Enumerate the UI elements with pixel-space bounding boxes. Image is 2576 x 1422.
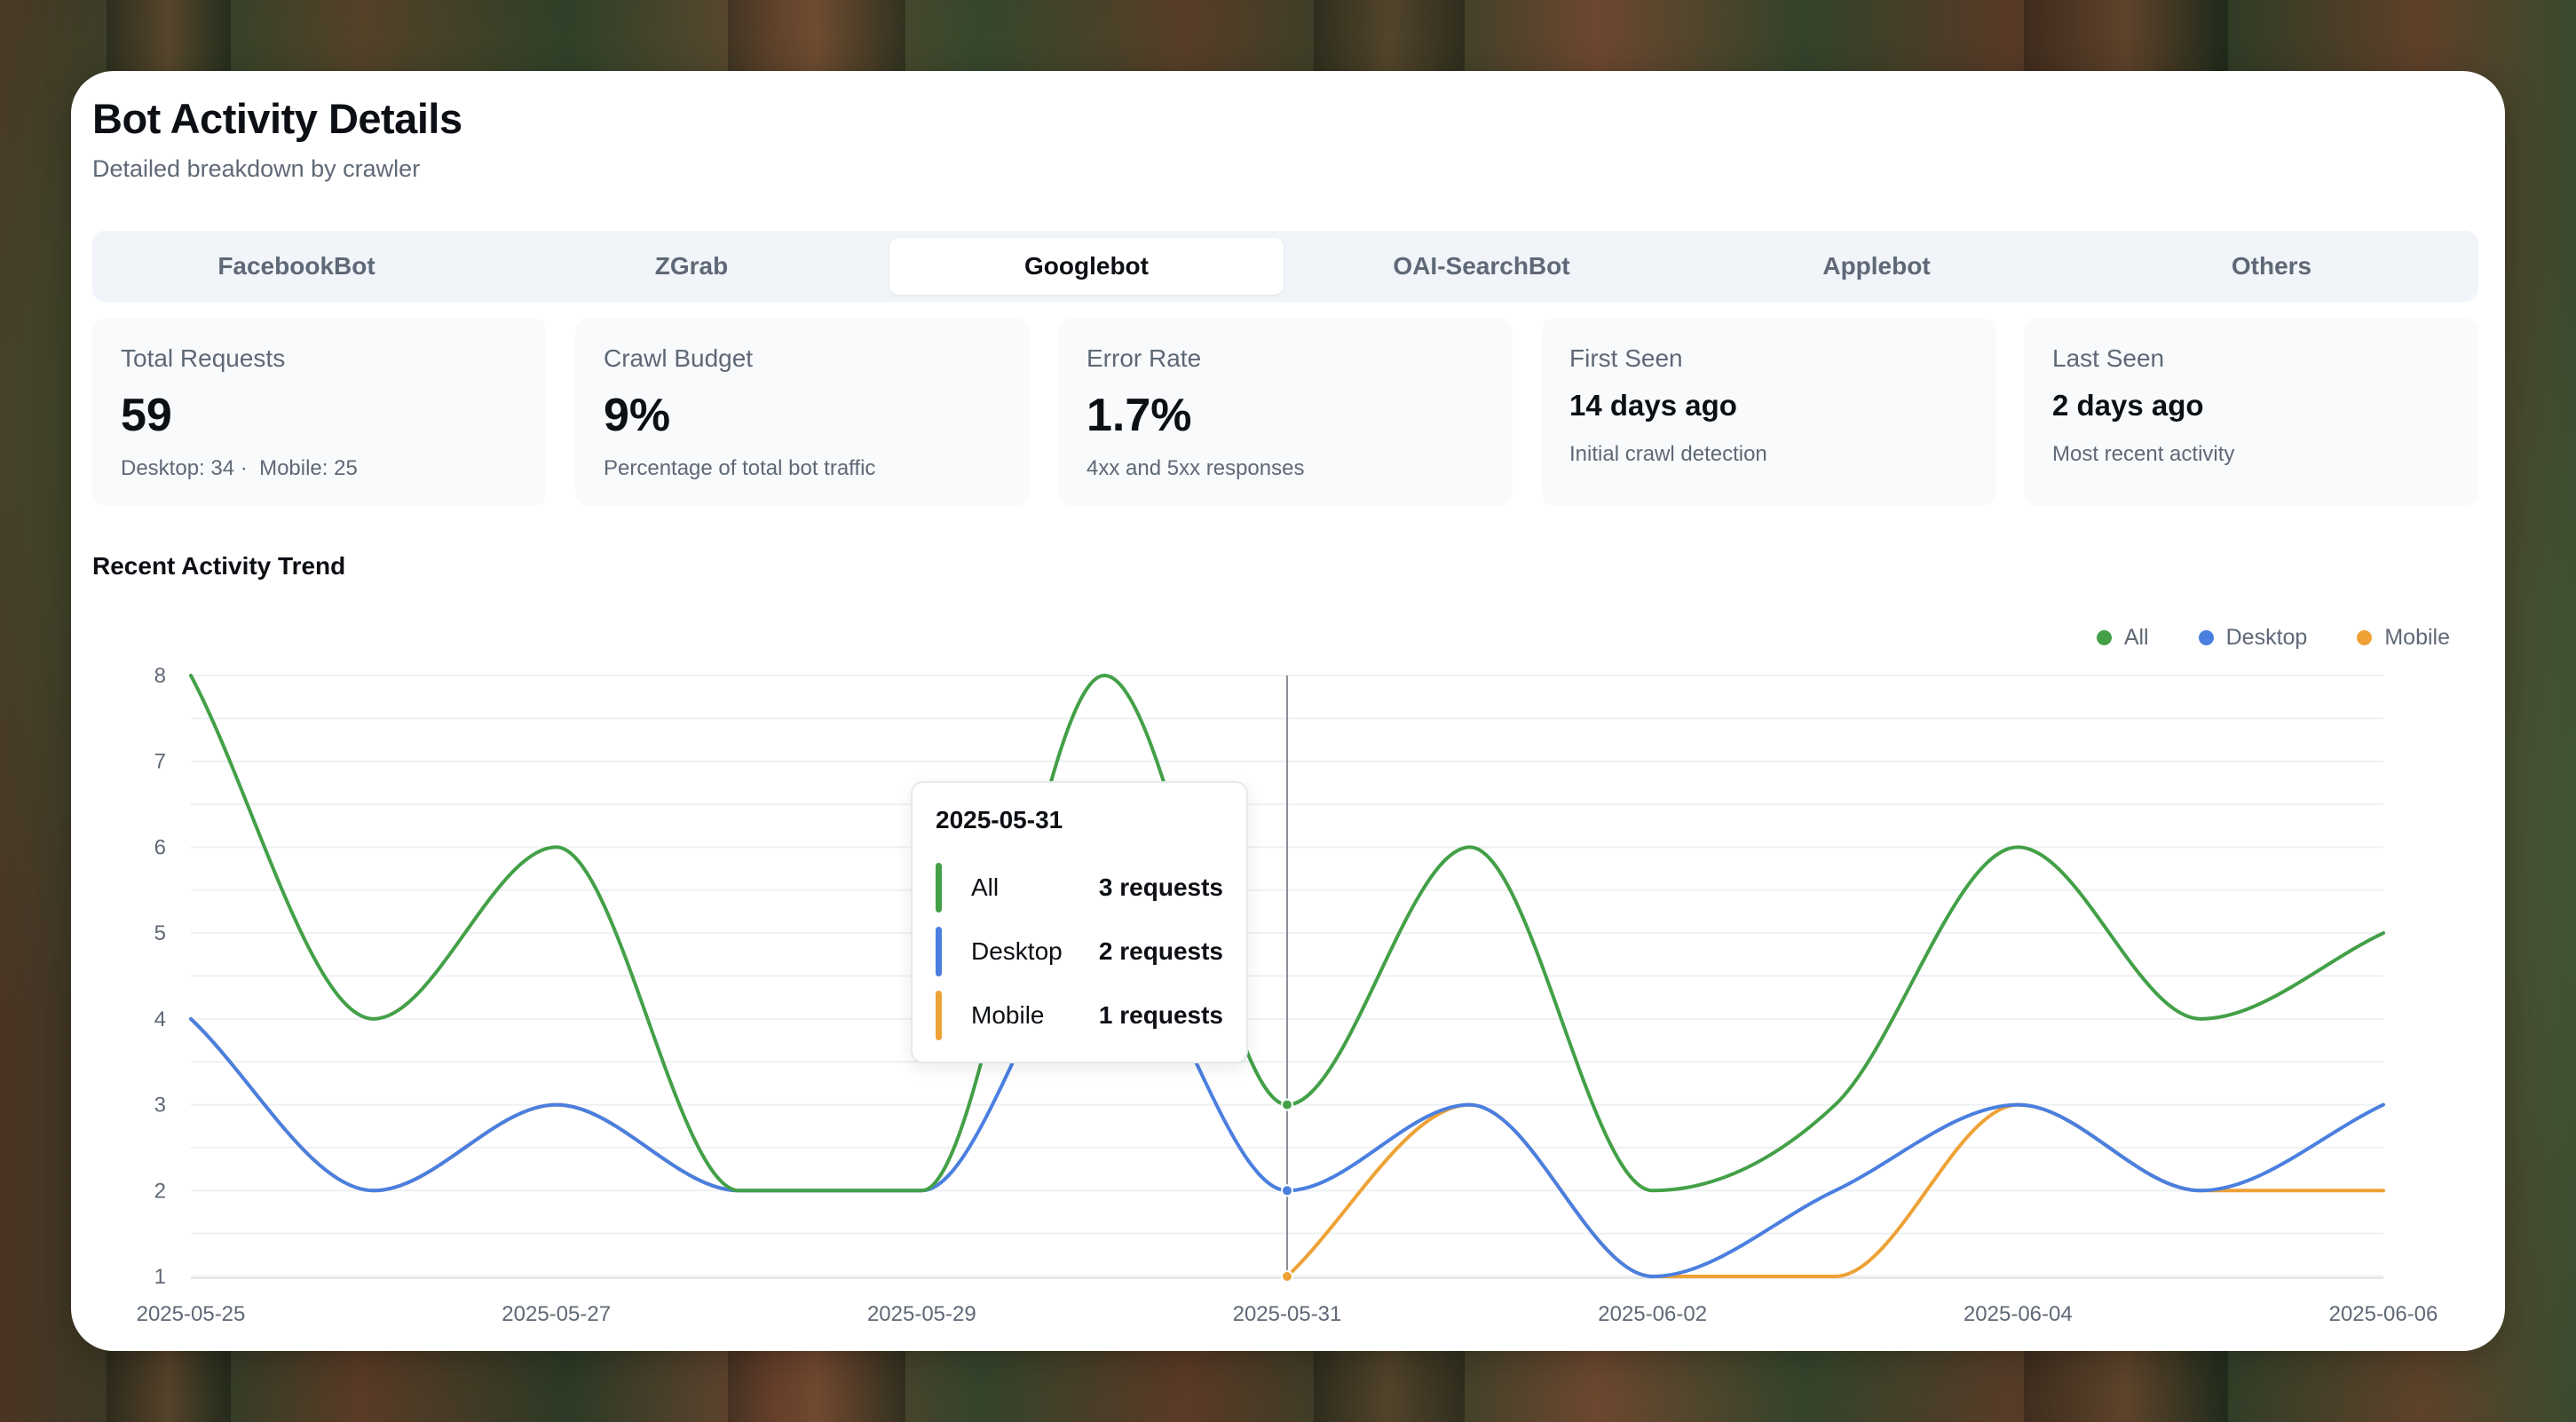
chart-section-title: Recent Activity Trend [92, 552, 346, 580]
page-title: Bot Activity Details [92, 95, 462, 142]
stat-value: 14 days ago [1569, 389, 1737, 422]
hover-point-all [1281, 1098, 1293, 1111]
stat-label: First Seen [1569, 344, 1683, 372]
legend-label: All [2123, 625, 2149, 650]
mobile-count: Mobile: 25 [259, 456, 358, 480]
stat-label: Crawl Budget [604, 344, 754, 372]
stat-crawl-budget: Crawl Budget 9% Percentage of total bot … [575, 318, 1030, 506]
tab-googlebot[interactable]: Googlebot [889, 238, 1284, 295]
y-tick-label: 5 [154, 921, 166, 945]
stat-value: 9% [604, 390, 671, 441]
crawler-tabs: FacebookBot ZGrab Googlebot OAI-SearchBo… [92, 231, 2478, 302]
y-tick-label: 4 [154, 1007, 166, 1031]
x-tick-label: 2025-05-31 [1233, 1302, 1342, 1326]
stat-first-seen: First Seen 14 days ago Initial crawl det… [1541, 318, 1995, 506]
x-tick-label: 2025-06-06 [2329, 1302, 2438, 1326]
y-tick-label: 8 [154, 664, 166, 688]
tooltip-series-value: 2 requests [1098, 937, 1223, 965]
stat-description: 4xx and 5xx responses [1087, 456, 1305, 480]
page-subtitle: Detailed breakdown by crawler [92, 155, 421, 182]
tooltip-row-desktop: Desktop 2 requests [936, 927, 1223, 976]
tooltip-date: 2025-05-31 [936, 806, 1063, 833]
tooltip-series-name: Desktop [971, 937, 1063, 965]
tooltip-color-bar [936, 863, 942, 912]
y-tick-label: 2 [154, 1179, 166, 1203]
stat-breakdown: Desktop: 34 · Mobile: 25 [121, 456, 358, 481]
stat-description: Initial crawl detection [1569, 442, 1767, 466]
tab-zgrab[interactable]: ZGrab [654, 252, 729, 280]
stat-last-seen: Last Seen 2 days ago Most recent activit… [2024, 318, 2478, 506]
x-tick-label: 2025-06-02 [1598, 1302, 1707, 1326]
stat-label: Last Seen [2052, 344, 2165, 372]
x-tick-label: 2025-05-25 [137, 1302, 246, 1326]
legend-item-all[interactable]: All [2096, 625, 2149, 651]
series-line-desktop [189, 931, 2385, 1278]
stat-value: 1.7% [1087, 390, 1192, 441]
legend-label: Desktop [2225, 625, 2308, 650]
legend-dot-icon [2357, 630, 2373, 645]
y-tick-label: 7 [154, 750, 166, 774]
tab-others[interactable]: Others [2231, 252, 2312, 280]
y-tick-label: 3 [154, 1094, 166, 1118]
legend-item-mobile[interactable]: Mobile [2357, 625, 2450, 651]
stat-label: Total Requests [121, 344, 286, 372]
x-tick-label: 2025-05-27 [502, 1302, 611, 1326]
bot-activity-card: Bot Activity Details Detailed breakdown … [71, 71, 2505, 1351]
hover-point-desktop [1281, 1184, 1293, 1197]
stat-total-requests: Total Requests 59 Desktop: 34 · Mobile: … [92, 318, 547, 506]
stat-value: 59 [121, 390, 172, 441]
legend-item-desktop[interactable]: Desktop [2198, 625, 2308, 651]
tab-oai-searchbot[interactable]: OAI-SearchBot [1393, 252, 1570, 280]
tooltip-color-bar [936, 991, 942, 1040]
tooltip-series-value: 1 requests [1098, 1001, 1223, 1029]
legend-dot-icon [2198, 630, 2214, 645]
tooltip-row-mobile: Mobile 1 requests [936, 991, 1223, 1040]
x-tick-label: 2025-06-04 [1964, 1302, 2073, 1326]
stat-error-rate: Error Rate 1.7% 4xx and 5xx responses [1058, 318, 1513, 506]
tooltip-series-value: 3 requests [1098, 873, 1223, 901]
legend-label: Mobile [2384, 625, 2450, 650]
stat-label: Error Rate [1087, 344, 1202, 372]
chart-legend: All Desktop Mobile [2096, 625, 2450, 651]
hover-point-mobile [1281, 1270, 1293, 1283]
stat-description: Percentage of total bot traffic [604, 456, 876, 480]
activity-trend-chart[interactable]: 1 2 3 4 5 6 7 8 2025-05-25 2025-05-27 2025-05-29 20… [71, 71, 2505, 1351]
legend-dot-icon [2096, 630, 2112, 645]
tooltip-series-name: Mobile [971, 1001, 1045, 1029]
stat-description: Most recent activity [2052, 442, 2235, 466]
tooltip-series-name: All [971, 873, 1000, 901]
desktop-count: Desktop: 34 · [121, 456, 248, 480]
stat-value: 2 days ago [2052, 389, 2204, 422]
y-tick-label: 1 [154, 1265, 166, 1289]
y-tick-label: 6 [154, 835, 166, 859]
x-tick-label: 2025-05-29 [867, 1302, 976, 1326]
tooltip-color-bar [936, 927, 942, 976]
tab-facebookbot[interactable]: FacebookBot [217, 252, 375, 280]
tab-applebot[interactable]: Applebot [1822, 252, 1931, 280]
tooltip-row-all: All 3 requests [936, 863, 1223, 912]
chart-tooltip: 2025-05-31 All 3 requests Desktop 2 requ… [911, 781, 1248, 1063]
